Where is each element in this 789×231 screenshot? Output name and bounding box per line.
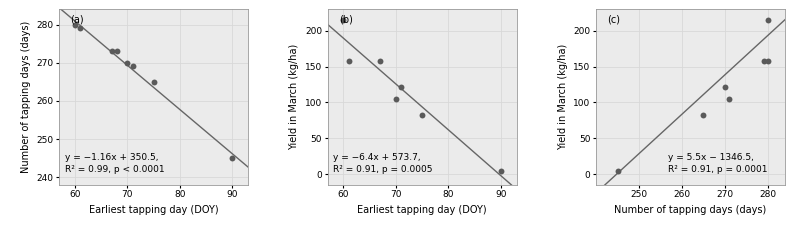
X-axis label: Number of tapping days (days): Number of tapping days (days) [615, 205, 767, 215]
Point [495, 169, 507, 173]
Point [342, 59, 355, 63]
Point [394, 85, 407, 88]
Point [74, 27, 87, 30]
Point [611, 169, 624, 173]
Text: (b): (b) [339, 15, 353, 24]
Point [416, 113, 428, 116]
Y-axis label: Yield in March (kg/ha): Yield in March (kg/ha) [558, 44, 567, 150]
Text: (c): (c) [608, 15, 620, 24]
Text: (a): (a) [70, 15, 84, 24]
Point [761, 59, 774, 63]
Point [697, 113, 710, 116]
Text: y = 5.5x − 1346.5,
R² = 0.91, p = 0.0001: y = 5.5x − 1346.5, R² = 0.91, p = 0.0001 [667, 153, 768, 174]
Point [761, 18, 774, 22]
X-axis label: Earliest tapping day (DOY): Earliest tapping day (DOY) [357, 205, 487, 215]
Point [110, 49, 123, 53]
Point [723, 97, 735, 101]
Point [106, 49, 118, 53]
Point [374, 59, 387, 63]
Point [148, 80, 160, 84]
Point [226, 156, 239, 160]
Point [126, 65, 139, 68]
Point [337, 18, 350, 22]
Point [719, 85, 731, 88]
Point [390, 97, 402, 101]
Text: y = −1.16x + 350.5,
R² = 0.99, p < 0.0001: y = −1.16x + 350.5, R² = 0.99, p < 0.000… [65, 153, 164, 174]
Text: y = −6.4x + 573.7,
R² = 0.91, p = 0.0005: y = −6.4x + 573.7, R² = 0.91, p = 0.0005 [333, 153, 433, 174]
Y-axis label: Number of tapping days (days): Number of tapping days (days) [21, 21, 31, 173]
Point [69, 23, 81, 26]
Point [757, 59, 770, 63]
Y-axis label: Yield in March (kg/ha): Yield in March (kg/ha) [290, 44, 299, 150]
Point [122, 61, 134, 64]
X-axis label: Earliest tapping day (DOY): Earliest tapping day (DOY) [89, 205, 219, 215]
